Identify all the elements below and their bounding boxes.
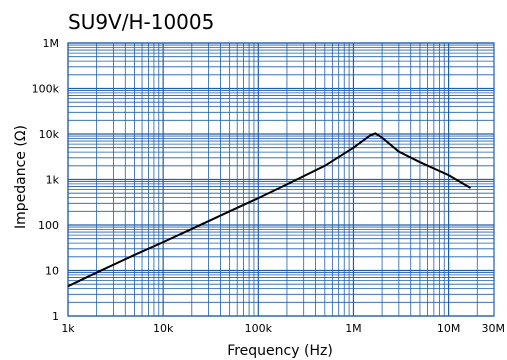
plot-frame	[67, 42, 495, 317]
x-tick-label: 1k	[61, 322, 75, 335]
x-tick-label: 1M	[345, 322, 362, 335]
x-tick-label: 10k	[153, 322, 174, 335]
y-tick-label: 1k	[46, 174, 60, 187]
y-tick-label: 100	[38, 219, 59, 232]
y-axis-title: Impedance (Ω)	[13, 125, 29, 229]
impedance-curve	[67, 132, 472, 288]
x-tick-label: 100k	[245, 322, 273, 335]
y-tick-label: 10k	[39, 128, 60, 141]
y-tick-label: 10	[45, 265, 59, 278]
y-tick-label: 1	[52, 310, 59, 323]
x-tick-label: 10M	[437, 322, 461, 335]
y-tick-labels: 1 10 100 1k 10k 100k 1M	[32, 37, 60, 323]
x-tick-labels: 1k 10k 100k 1M 10M 30M	[61, 322, 505, 335]
y-tick-label: 1M	[43, 37, 60, 50]
x-axis-title: Frequency (Hz)	[227, 343, 333, 359]
chart-title: SU9V/H-10005	[68, 10, 214, 34]
y-tick-label: 100k	[32, 83, 60, 96]
x-tick-label: 30M	[482, 322, 506, 335]
